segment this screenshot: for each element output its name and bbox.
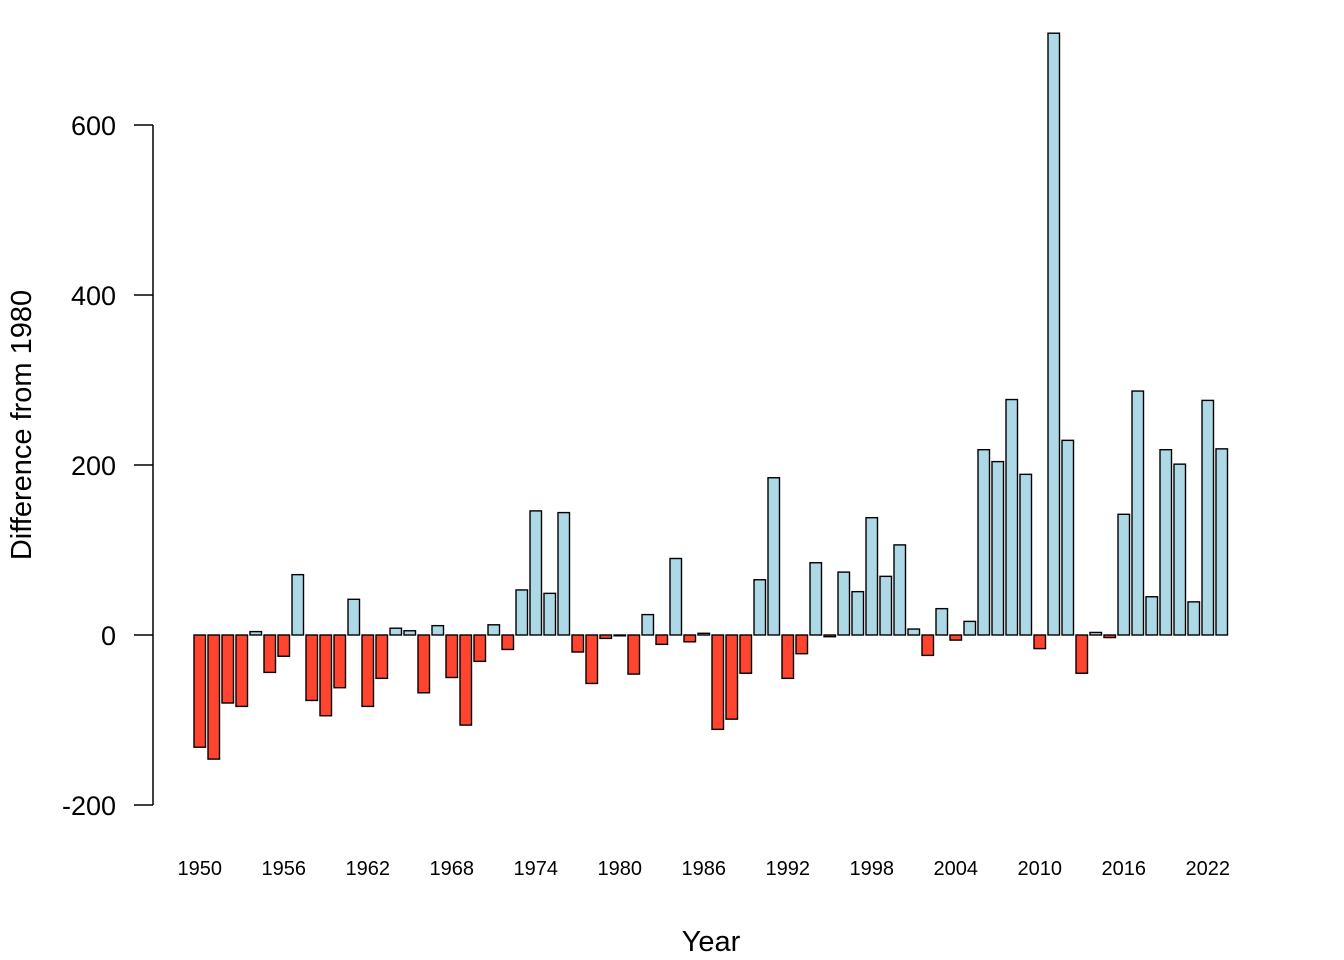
x-tick-labels: 1950 1956 1962 1968 1974 1980 1986 1992 1998 2004… [178, 858, 1231, 880]
bar-2016 [1117, 513, 1131, 636]
bar-1957 [291, 573, 305, 636]
y-tick-label: 200 [71, 451, 116, 481]
bar-1953 [235, 634, 249, 708]
bars [193, 32, 1229, 760]
bar-1969 [459, 634, 473, 726]
bar-1999 [879, 575, 893, 636]
bar-1951 [207, 634, 221, 760]
bar-2002 [921, 634, 935, 657]
bar-1975 [543, 592, 557, 636]
bar-1991 [767, 477, 781, 636]
y-tick-label: 400 [71, 281, 116, 311]
bar-1955 [263, 634, 277, 674]
bar-1995 [823, 634, 837, 638]
bar-2012 [1061, 439, 1075, 636]
bar-1965 [403, 630, 417, 636]
bar-1996 [837, 571, 851, 636]
bar-1962 [361, 634, 375, 708]
bar-1979 [599, 634, 613, 640]
bar-1981 [627, 634, 641, 675]
bar-1987 [711, 634, 725, 731]
bar-1950 [193, 634, 207, 748]
bar-1972 [501, 634, 515, 651]
bar-1985 [683, 634, 697, 643]
x-tick-label: 2022 [1186, 858, 1231, 880]
bar-1997 [851, 590, 865, 636]
x-tick-label: 1974 [514, 858, 559, 880]
bar-1963 [375, 634, 389, 680]
x-tick-label: 1980 [598, 858, 643, 880]
bar-1967 [431, 624, 445, 636]
bar-1990 [753, 579, 767, 636]
bar-1986 [697, 632, 711, 636]
y-tick-label: 600 [71, 111, 116, 141]
bar-2003 [935, 607, 949, 636]
bar-2017 [1131, 390, 1145, 636]
y-axis-title: Difference from 1980 [6, 290, 38, 560]
bar-2023 [1215, 448, 1229, 636]
bar-2004 [949, 634, 963, 641]
y-tick-label: -200 [62, 791, 116, 821]
bar-1992 [781, 634, 795, 680]
bar-1984 [669, 557, 683, 636]
bar-1993 [795, 634, 809, 655]
bar-1976 [557, 511, 571, 636]
bar-1954 [249, 630, 263, 636]
bar-2021 [1187, 601, 1201, 636]
bar-1974 [529, 510, 543, 636]
x-tick-label: 1968 [430, 858, 475, 880]
bar-2006 [977, 449, 991, 636]
bar-1983 [655, 634, 669, 646]
bar-1977 [571, 634, 585, 653]
bar-1971 [487, 624, 501, 636]
bar-1961 [347, 598, 361, 636]
bar-2000 [893, 544, 907, 636]
bar-2010 [1033, 634, 1047, 650]
bar-1964 [389, 627, 403, 636]
bar-2008 [1005, 398, 1019, 636]
bar-2015 [1103, 634, 1117, 639]
bar-2019 [1159, 449, 1173, 636]
bar-1988 [725, 634, 739, 720]
x-tick-label: 2004 [934, 858, 979, 880]
bar-1952 [221, 634, 235, 704]
x-tick-label: 1956 [262, 858, 307, 880]
x-tick-label: 2010 [1018, 858, 1063, 880]
bar-1968 [445, 634, 459, 679]
bar-1998 [865, 517, 879, 636]
x-axis-title: Year [682, 926, 741, 958]
bar-1966 [417, 634, 431, 694]
bar-1956 [277, 634, 291, 657]
bar-1982 [641, 613, 655, 636]
x-tick-label: 2016 [1102, 858, 1147, 880]
bar-1978 [585, 634, 599, 685]
bar-1973 [515, 589, 529, 636]
x-tick-label: 1962 [346, 858, 391, 880]
bar-2018 [1145, 596, 1159, 636]
bar-2001 [907, 628, 921, 636]
bar-2022 [1201, 399, 1215, 636]
bar-2013 [1075, 634, 1089, 674]
bar-2007 [991, 460, 1005, 636]
bar-1970 [473, 634, 487, 663]
x-tick-label: 1998 [850, 858, 895, 880]
bar-1960 [333, 634, 347, 689]
y-tick-label: 0 [101, 621, 116, 651]
x-tick-label: 1950 [178, 858, 223, 880]
bar-2020 [1173, 463, 1187, 636]
bar-2011 [1047, 32, 1061, 636]
bar-2014 [1089, 631, 1103, 636]
y-axis: -200 0 200 400 600 [62, 111, 154, 821]
bar-1958 [305, 634, 319, 702]
bar-1980 [613, 634, 627, 637]
bar-2005 [963, 620, 977, 636]
x-tick-label: 1992 [766, 858, 811, 880]
x-tick-label: 1986 [682, 858, 727, 880]
bar-1989 [739, 634, 753, 674]
bar-1994 [809, 562, 823, 636]
bar-2009 [1019, 473, 1033, 636]
bar-1959 [319, 634, 333, 717]
